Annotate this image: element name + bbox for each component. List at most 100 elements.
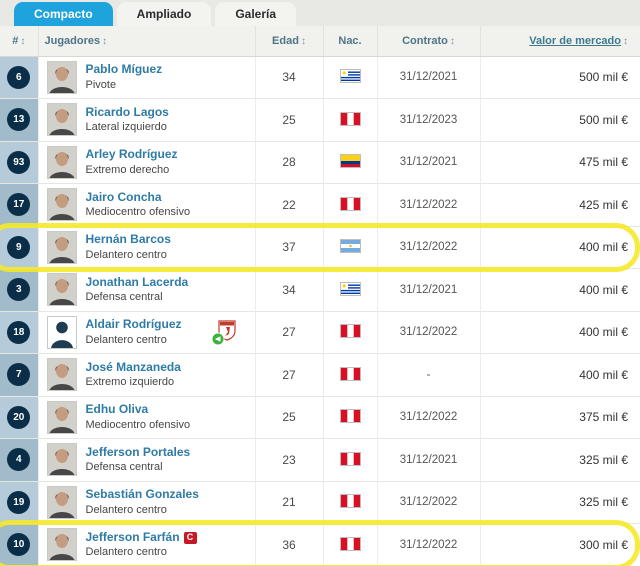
player-name-link[interactable]: Arley Rodríguez <box>85 147 178 162</box>
shirt-number-badge: 7 <box>7 363 31 387</box>
table-row[interactable]: 19 Sebastián Gonzales Delantero centro 2… <box>0 481 640 524</box>
nationality-flag-icon <box>339 451 361 466</box>
nationality-flag-icon <box>339 366 361 381</box>
player-name-link[interactable]: Edhu Oliva <box>85 402 149 417</box>
shirt-number-badge: 93 <box>7 150 31 174</box>
market-value-link[interactable]: 400 mil € <box>579 240 628 255</box>
player-photo <box>46 273 77 307</box>
view-tabbar: Compacto Ampliado Galería <box>0 0 640 26</box>
sort-icon: ↕ <box>623 35 628 47</box>
table-row[interactable]: 93 Arley Rodríguez Extremo derecho 28 31… <box>0 141 640 184</box>
nationality-flag-icon <box>339 409 361 424</box>
player-photo <box>46 315 77 349</box>
player-name-link[interactable]: Sebastián Gonzales <box>85 487 199 502</box>
market-value-link[interactable]: 400 mil € <box>579 367 628 382</box>
shirt-number-badge: 4 <box>7 448 31 472</box>
shirt-number-badge: 13 <box>7 108 31 132</box>
player-photo <box>46 145 77 179</box>
player-position: Delantero centro <box>85 546 167 559</box>
player-photo <box>46 528 77 562</box>
market-value-link[interactable]: 425 mil € <box>579 197 628 212</box>
shirt-number-badge: 20 <box>7 405 31 429</box>
player-photo <box>46 358 77 392</box>
player-age: 25 <box>255 396 324 439</box>
market-value-link[interactable]: 400 mil € <box>579 282 628 297</box>
player-age: 27 <box>255 311 324 354</box>
transfer-arrival-icon <box>211 319 236 345</box>
player-age: 34 <box>255 56 324 99</box>
player-age: 27 <box>255 353 324 397</box>
player-position: Delantero centro <box>85 503 167 516</box>
player-name-link[interactable]: Jonathan Lacerda <box>85 274 189 289</box>
player-position: Extremo derecho <box>85 163 170 176</box>
header-age[interactable]: Edad ↕ <box>255 26 324 57</box>
player-position: Mediocentro ofensivo <box>85 206 191 219</box>
market-value-link[interactable]: 500 mil € <box>579 70 628 85</box>
player-name-link[interactable]: Jefferson Portales <box>85 444 191 459</box>
player-name-link[interactable]: Ricardo Lagos <box>85 104 169 119</box>
table-row[interactable]: 6 Pablo Míguez Pivote 34 31/12/2021 500 … <box>0 56 640 99</box>
player-position: Defensa central <box>85 291 163 304</box>
table-row[interactable]: 9 Hernán Barcos Delantero centro 37 31/1… <box>0 226 640 269</box>
market-value-link[interactable]: 375 mil € <box>579 410 628 425</box>
nationality-flag-icon <box>339 281 361 296</box>
table-row[interactable]: 13 Ricardo Lagos Lateral izquierdo 25 31… <box>0 98 640 142</box>
contract-end-date: 31/12/2021 <box>377 438 481 482</box>
player-name-link[interactable]: José Manzaneda <box>85 359 181 374</box>
player-photo <box>46 400 77 434</box>
shirt-number-badge: 3 <box>7 278 31 302</box>
sort-icon: ↕ <box>300 35 306 47</box>
nationality-flag-icon <box>339 111 361 126</box>
player-name-link[interactable]: Hernán Barcos <box>85 232 171 247</box>
table-row[interactable]: 20 Edhu Oliva Mediocentro ofensivo 25 31… <box>0 396 640 439</box>
player-name-link[interactable]: Aldair Rodríguez <box>85 317 182 332</box>
contract-end-date: 31/12/2023 <box>377 98 481 142</box>
table-row[interactable]: 17 Jairo Concha Mediocentro ofensivo 22 … <box>0 183 640 227</box>
contract-end-date: 31/12/2021 <box>377 56 481 99</box>
sort-icon: ↕ <box>102 35 108 47</box>
shirt-number-badge: 9 <box>7 235 31 259</box>
contract-end-date: 31/12/2022 <box>377 183 481 227</box>
shirt-number-badge: 17 <box>7 193 31 217</box>
header-players[interactable]: Jugadores ↕ <box>38 26 256 57</box>
market-value-link[interactable]: 400 mil € <box>579 325 628 340</box>
player-position: Delantero centro <box>85 333 167 346</box>
transfer-arrival-icon <box>211 319 237 347</box>
header-market-value[interactable]: Valor de mercado ↕ <box>480 26 640 57</box>
contract-end-date: 31/12/2022 <box>377 523 481 566</box>
player-name-link[interactable]: Jefferson Farfán C <box>86 530 197 546</box>
player-photo <box>46 485 77 519</box>
header-nationality: Nac. <box>323 26 378 57</box>
contract-end-date: - <box>377 353 481 397</box>
player-age: 36 <box>255 523 324 566</box>
header-contract[interactable]: Contrato ↕ <box>377 26 481 57</box>
tab-compacto[interactable]: Compacto <box>14 2 113 26</box>
captain-icon: C <box>183 531 197 544</box>
market-value-link[interactable]: 325 mil € <box>579 495 628 510</box>
market-value-link[interactable]: 475 mil € <box>579 155 628 170</box>
nationality-flag-icon <box>339 196 361 211</box>
player-name-link[interactable]: Pablo Míguez <box>85 62 163 77</box>
sort-icon: ↕ <box>20 35 26 47</box>
player-photo <box>46 188 77 222</box>
player-name-link[interactable]: Jairo Concha <box>85 189 162 204</box>
nationality-flag-icon <box>339 536 361 551</box>
market-value-link[interactable]: 325 mil € <box>579 452 628 467</box>
tab-ampliado[interactable]: Ampliado <box>116 2 212 26</box>
table-row[interactable]: 18 Aldair Rodríguez Delantero centro 27 … <box>0 311 640 354</box>
tab-galeria[interactable]: Galería <box>215 2 297 26</box>
table-row[interactable]: 4 Jefferson Portales Defensa central 23 … <box>0 438 640 482</box>
market-value-link[interactable]: 500 mil € <box>579 112 628 127</box>
table-row[interactable]: 3 Jonathan Lacerda Defensa central 34 31… <box>0 268 640 312</box>
shirt-number-badge: 6 <box>7 65 31 89</box>
player-age: 23 <box>255 438 324 482</box>
player-position: Mediocentro ofensivo <box>85 418 191 431</box>
player-age: 34 <box>255 268 324 312</box>
shirt-number-badge: 10 <box>7 533 31 557</box>
nationality-flag-icon <box>339 494 361 509</box>
header-number[interactable]: # ↕ <box>0 26 39 57</box>
market-value-link[interactable]: 300 mil € <box>579 537 628 552</box>
table-row[interactable]: 10 Jefferson Farfán C Delantero centro 36… <box>0 523 640 566</box>
contract-end-date: 31/12/2021 <box>377 141 481 184</box>
table-row[interactable]: 7 José Manzaneda Extremo izquierdo 27 - … <box>0 353 640 397</box>
